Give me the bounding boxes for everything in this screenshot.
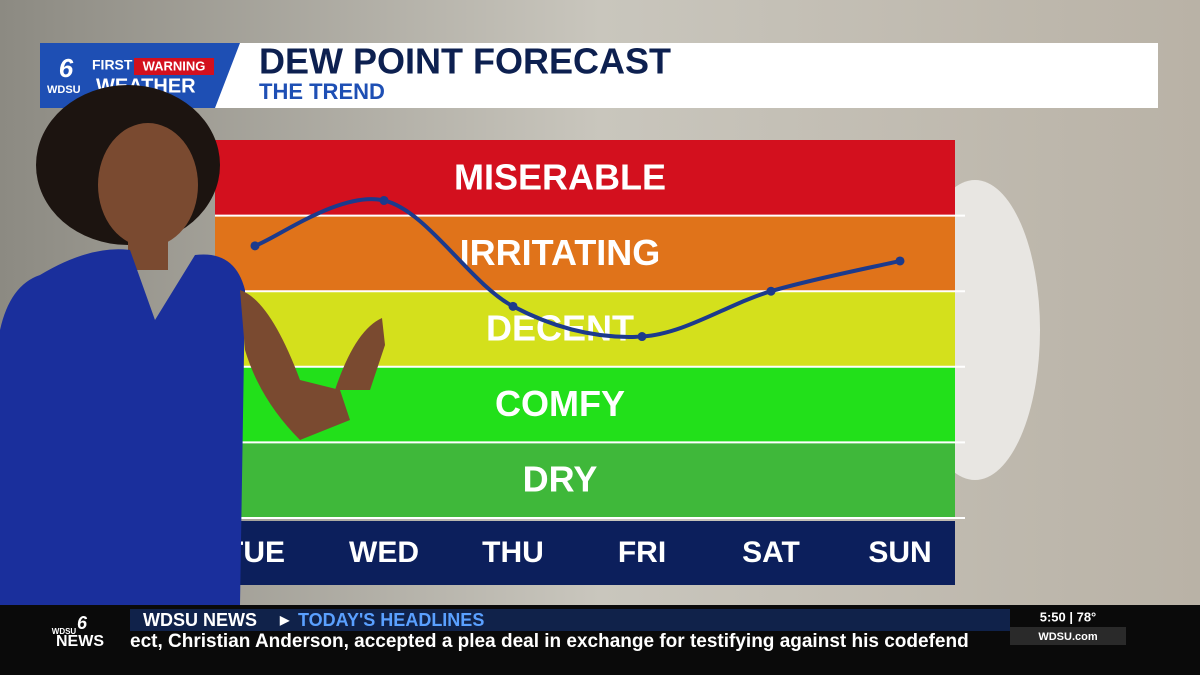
x-tick-label: SUN (868, 536, 931, 569)
ticker-logo-number: 6 (77, 613, 88, 633)
point (379, 195, 389, 205)
day-bar (215, 521, 955, 585)
ticker-section: WDSU NEWS (143, 610, 257, 630)
band-label: IRRITATING (460, 232, 661, 273)
ticker-arrow: ▶ (279, 613, 290, 627)
logo-number: 6 (59, 53, 74, 83)
band (215, 140, 955, 216)
point (637, 332, 647, 342)
point (250, 241, 260, 251)
ticker-text: ect, Christian Anderson, accepted a plea… (130, 631, 969, 652)
logo-first: FIRST (92, 57, 133, 73)
ticker-logo-news: NEWS (56, 633, 104, 650)
x-tick-label: WED (349, 536, 419, 569)
point (508, 301, 518, 311)
ticker-time: 5:50 | 78° (1040, 609, 1097, 624)
ticker-headline-label: TODAY'S HEADLINES (298, 610, 484, 630)
point (766, 286, 776, 296)
band-label: DRY (523, 459, 598, 500)
warning-badge (134, 58, 214, 75)
ticker-logo-station: WDSU (52, 627, 77, 636)
subtitle: THE TREND (259, 79, 385, 104)
band-label: COMFY (495, 383, 625, 424)
presenter (0, 85, 385, 605)
trend-line (254, 197, 901, 339)
x-tick-label: THU (482, 536, 544, 569)
band (215, 291, 955, 367)
x-tick-label: SAT (742, 536, 800, 569)
ticker-heading-bar (130, 609, 1010, 631)
band-label: MISERABLE (454, 156, 666, 197)
ticker-site: WDSU.com (1038, 631, 1098, 643)
title: DEW POINT FORECAST (259, 41, 671, 82)
x-tick-label: FRI (618, 536, 666, 569)
logo-warning: WARNING (143, 58, 206, 73)
point (895, 256, 905, 266)
logo-station: WDSU (47, 84, 81, 96)
band (215, 442, 955, 518)
site-box (1010, 627, 1126, 645)
band (215, 215, 955, 292)
